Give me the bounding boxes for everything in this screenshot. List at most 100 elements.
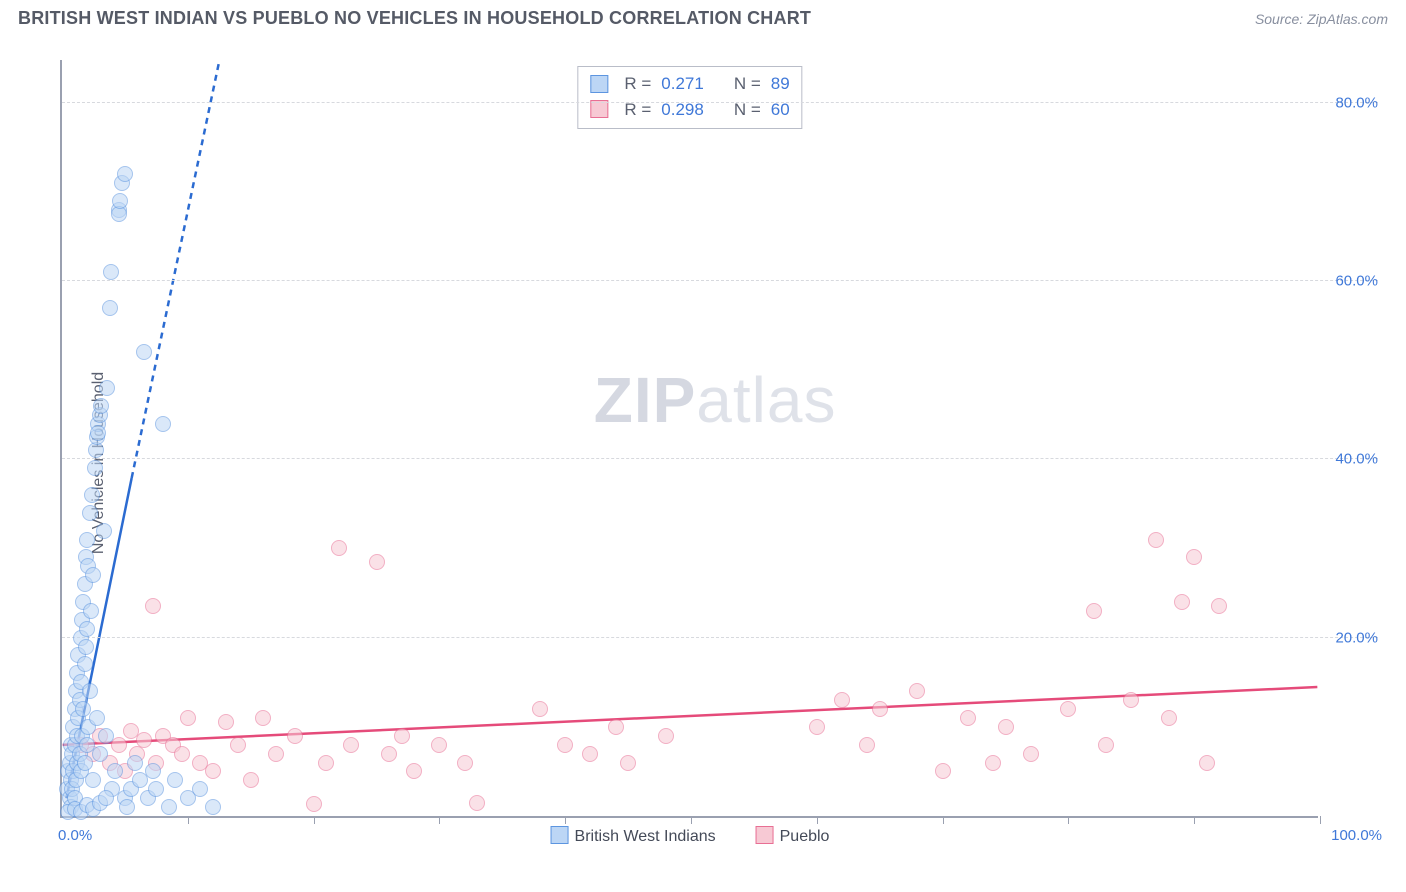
- data-point: [79, 621, 95, 637]
- data-point: [582, 746, 598, 762]
- data-point: [92, 746, 108, 762]
- x-tick: [565, 816, 566, 824]
- data-point: [268, 746, 284, 762]
- x-tick: [188, 816, 189, 824]
- data-point: [998, 719, 1014, 735]
- x-tick: [691, 816, 692, 824]
- data-point: [89, 710, 105, 726]
- trend-line: [132, 60, 220, 478]
- data-point: [406, 763, 422, 779]
- data-point: [935, 763, 951, 779]
- data-point: [82, 505, 98, 521]
- y-tick-label: 40.0%: [1335, 451, 1378, 468]
- data-point: [87, 460, 103, 476]
- data-point: [98, 728, 114, 744]
- data-point: [909, 683, 925, 699]
- gridline-horizontal: [62, 637, 1378, 638]
- chart-container: No Vehicles in Household ZIPatlas 0.0% 1…: [18, 48, 1388, 878]
- data-point: [205, 763, 221, 779]
- data-point: [985, 755, 1001, 771]
- data-point: [469, 795, 485, 811]
- x-tick: [1068, 816, 1069, 824]
- data-point: [960, 710, 976, 726]
- chart-title: BRITISH WEST INDIAN VS PUEBLO NO VEHICLE…: [18, 8, 811, 29]
- corr-n-value: 89: [771, 71, 790, 97]
- x-tick: [439, 816, 440, 824]
- data-point: [127, 755, 143, 771]
- data-point: [103, 264, 119, 280]
- y-tick-label: 60.0%: [1335, 272, 1378, 289]
- data-point: [1086, 603, 1102, 619]
- data-point: [608, 719, 624, 735]
- data-point: [1199, 755, 1215, 771]
- data-point: [1161, 710, 1177, 726]
- corr-r-label: R =: [624, 71, 651, 97]
- data-point: [192, 781, 208, 797]
- legend-swatch-icon: [590, 75, 608, 93]
- data-point: [557, 737, 573, 753]
- x-tick: [1320, 816, 1321, 824]
- corr-n-value: 60: [771, 97, 790, 123]
- data-point: [136, 732, 152, 748]
- data-point: [77, 755, 93, 771]
- data-point: [1174, 594, 1190, 610]
- data-point: [174, 746, 190, 762]
- data-point: [99, 380, 115, 396]
- data-point: [658, 728, 674, 744]
- data-point: [287, 728, 303, 744]
- data-point: [205, 799, 221, 815]
- watermark-rest: atlas: [696, 364, 836, 436]
- data-point: [1186, 549, 1202, 565]
- corr-r-label: R =: [624, 97, 651, 123]
- data-point: [331, 540, 347, 556]
- data-point: [180, 710, 196, 726]
- corr-n-label: N =: [734, 97, 761, 123]
- data-point: [107, 763, 123, 779]
- corr-r-value: 0.271: [661, 71, 704, 97]
- data-point: [155, 416, 171, 432]
- legend-swatch-icon: [590, 100, 608, 118]
- source-prefix: Source:: [1255, 11, 1307, 27]
- data-point: [85, 772, 101, 788]
- data-point: [102, 300, 118, 316]
- data-point: [117, 166, 133, 182]
- data-point: [243, 772, 259, 788]
- data-point: [96, 523, 112, 539]
- watermark: ZIPatlas: [594, 363, 837, 437]
- data-point: [872, 701, 888, 717]
- corr-r-value: 0.298: [661, 97, 704, 123]
- data-point: [77, 656, 93, 672]
- data-point: [145, 598, 161, 614]
- data-point: [84, 487, 100, 503]
- legend-label: Pueblo: [780, 828, 830, 845]
- data-point: [809, 719, 825, 735]
- y-tick-label: 80.0%: [1335, 94, 1378, 111]
- correlation-legend-box: R = 0.271 N = 89 R = 0.298 N = 60: [577, 66, 802, 129]
- data-point: [145, 763, 161, 779]
- data-point: [318, 755, 334, 771]
- corr-n-label: N =: [734, 71, 761, 97]
- chart-header: BRITISH WEST INDIAN VS PUEBLO NO VEHICLE…: [0, 0, 1406, 31]
- x-tick: [314, 816, 315, 824]
- correlation-row: R = 0.271 N = 89: [590, 71, 789, 97]
- data-point: [167, 772, 183, 788]
- data-point: [343, 737, 359, 753]
- data-point: [369, 554, 385, 570]
- legend-label: British West Indians: [575, 828, 716, 845]
- gridline-horizontal: [62, 280, 1378, 281]
- data-point: [78, 639, 94, 655]
- data-point: [79, 532, 95, 548]
- x-axis-min-label: 0.0%: [58, 827, 92, 844]
- series-legend: British West Indians Pueblo: [551, 826, 830, 846]
- data-point: [1098, 737, 1114, 753]
- source-attribution: Source: ZipAtlas.com: [1255, 11, 1388, 27]
- data-point: [161, 799, 177, 815]
- legend-item: Pueblo: [756, 826, 830, 846]
- data-point: [1023, 746, 1039, 762]
- x-tick: [943, 816, 944, 824]
- data-point: [82, 683, 98, 699]
- source-name: ZipAtlas.com: [1307, 11, 1388, 27]
- data-point: [457, 755, 473, 771]
- legend-item: British West Indians: [551, 826, 716, 846]
- correlation-row: R = 0.298 N = 60: [590, 97, 789, 123]
